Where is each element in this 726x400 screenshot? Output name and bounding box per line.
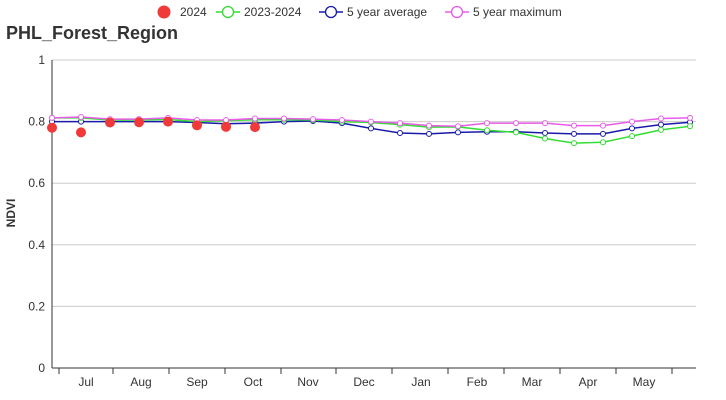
data-point[interactable]	[49, 114, 55, 121]
data-point[interactable]	[600, 122, 606, 129]
x-tick-label: Apr	[579, 375, 598, 389]
y-tick-label: 0.2	[28, 299, 45, 313]
series-layer	[47, 113, 693, 147]
data-point[interactable]	[455, 129, 461, 136]
x-tick-label: Jul	[78, 375, 93, 389]
series-2024	[47, 116, 260, 138]
legend-item[interactable]: 5 year maximum	[445, 5, 562, 19]
x-tick-label: Sep	[186, 375, 208, 389]
gridlines	[52, 59, 696, 307]
data-point[interactable]	[484, 127, 490, 134]
data-point[interactable]	[252, 115, 258, 122]
legend-label: 2024	[180, 5, 207, 19]
data-point[interactable]	[105, 117, 115, 128]
data-point[interactable]	[192, 120, 202, 131]
y-tick-label: 0.6	[28, 176, 45, 190]
data-point[interactable]	[600, 139, 606, 146]
legend-marker	[450, 5, 464, 19]
legend[interactable]: 2024 2023-2024 5 year average 5 year maximu…	[157, 5, 562, 19]
y-tick-label: 0.8	[28, 115, 45, 129]
data-point[interactable]	[687, 123, 693, 130]
x-tick-label: Jan	[411, 375, 430, 389]
data-point[interactable]	[629, 125, 635, 132]
x-tick-label: May	[633, 375, 656, 389]
data-point[interactable]	[47, 122, 57, 133]
data-point[interactable]	[658, 115, 664, 122]
legend-item[interactable]: 5 year average	[319, 5, 427, 19]
data-point[interactable]	[426, 130, 432, 137]
data-point[interactable]	[629, 133, 635, 140]
data-point[interactable]	[368, 118, 374, 125]
data-point[interactable]	[221, 121, 231, 132]
y-tick-label: 0	[38, 361, 45, 375]
legend-label: 2023-2024	[244, 5, 302, 19]
data-point[interactable]	[223, 117, 229, 124]
x-tick-label: Feb	[467, 375, 488, 389]
x-tick-label: Aug	[130, 375, 151, 389]
legend-item[interactable]: 2024	[157, 5, 208, 19]
data-point[interactable]	[571, 140, 577, 147]
data-point[interactable]	[687, 114, 693, 121]
x-tick-label: Mar	[522, 375, 543, 389]
data-point[interactable]	[281, 115, 287, 122]
data-point[interactable]	[542, 129, 548, 136]
legend-marker	[324, 5, 338, 19]
data-point[interactable]	[600, 130, 606, 137]
data-point[interactable]	[78, 113, 84, 120]
data-point[interactable]	[542, 135, 548, 142]
data-point[interactable]	[368, 125, 374, 132]
legend-item[interactable]: 2023-2024	[216, 5, 302, 19]
data-point[interactable]	[397, 129, 403, 136]
y-tick-label: 1	[38, 53, 45, 67]
data-point[interactable]	[484, 120, 490, 127]
data-point[interactable]	[76, 127, 86, 138]
chart-title: PHL_Forest_Region	[6, 23, 178, 43]
y-tick-label: 0.4	[28, 238, 45, 252]
legend-marker	[221, 5, 235, 19]
axes: 0 0.2 0.4 0.6 0.8 1 Jul Aug Sep Oct Nov Dec Jan Feb Ma…	[28, 53, 696, 389]
data-point[interactable]	[542, 120, 548, 127]
data-point[interactable]	[455, 123, 461, 130]
x-tick-label: Dec	[353, 375, 374, 389]
data-point[interactable]	[250, 122, 260, 133]
data-point[interactable]	[513, 129, 519, 136]
x-tick-label: Oct	[244, 375, 263, 389]
data-point[interactable]	[397, 120, 403, 127]
legend-marker	[157, 5, 171, 19]
data-point[interactable]	[571, 130, 577, 137]
legend-label: 5 year average	[347, 5, 427, 19]
data-point[interactable]	[629, 118, 635, 125]
data-point[interactable]	[134, 117, 144, 128]
data-point[interactable]	[310, 116, 316, 123]
y-axis-label: NDVI	[4, 199, 18, 228]
x-tick-label: Nov	[297, 375, 318, 389]
data-point[interactable]	[513, 120, 519, 127]
data-point[interactable]	[339, 117, 345, 124]
data-point[interactable]	[658, 121, 664, 128]
data-point[interactable]	[426, 122, 432, 129]
data-point[interactable]	[571, 122, 577, 129]
legend-label: 5 year maximum	[473, 5, 562, 19]
data-point[interactable]	[658, 126, 664, 133]
data-point[interactable]	[163, 116, 173, 127]
